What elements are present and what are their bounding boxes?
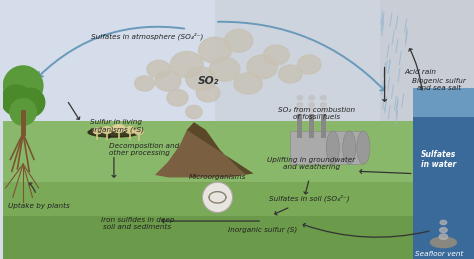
Ellipse shape	[326, 131, 339, 164]
Text: Biogenic sulfur
and sea salt: Biogenic sulfur and sea salt	[412, 78, 465, 91]
Ellipse shape	[297, 96, 303, 100]
Ellipse shape	[186, 67, 216, 91]
Ellipse shape	[440, 228, 447, 233]
Ellipse shape	[88, 128, 140, 137]
Polygon shape	[135, 123, 267, 182]
Bar	[291, 131, 361, 164]
Polygon shape	[187, 123, 267, 182]
Ellipse shape	[225, 30, 253, 52]
Ellipse shape	[102, 127, 112, 133]
Text: Decomposition and
other processing: Decomposition and other processing	[109, 143, 180, 156]
Bar	[3, 182, 413, 259]
Text: SO₂ from combustion
of fossil fuels: SO₂ from combustion of fossil fuels	[278, 107, 355, 120]
Ellipse shape	[147, 60, 171, 78]
Ellipse shape	[125, 127, 136, 133]
Ellipse shape	[309, 103, 314, 107]
Ellipse shape	[309, 96, 314, 100]
Text: Sulfur in living
organisms (*S): Sulfur in living organisms (*S)	[91, 119, 145, 133]
Circle shape	[10, 99, 36, 125]
Text: Microorganisms: Microorganisms	[189, 174, 246, 180]
Bar	[321, 114, 326, 138]
Ellipse shape	[234, 73, 262, 94]
Ellipse shape	[112, 125, 125, 132]
Ellipse shape	[439, 234, 447, 240]
Text: Sulfates
in water: Sulfates in water	[421, 150, 456, 169]
Ellipse shape	[279, 65, 302, 83]
Ellipse shape	[320, 108, 326, 113]
Ellipse shape	[93, 128, 102, 134]
Ellipse shape	[135, 129, 143, 134]
Bar	[298, 114, 302, 138]
Bar	[413, 103, 474, 259]
Ellipse shape	[357, 131, 370, 164]
Bar	[3, 121, 413, 183]
Circle shape	[17, 88, 45, 117]
Ellipse shape	[320, 96, 326, 100]
Bar	[3, 216, 413, 259]
Text: SO₂: SO₂	[198, 76, 219, 86]
Ellipse shape	[264, 45, 289, 65]
Ellipse shape	[247, 55, 277, 79]
Ellipse shape	[196, 84, 220, 102]
Ellipse shape	[297, 108, 303, 113]
Text: Seafloor vent: Seafloor vent	[414, 251, 463, 257]
Ellipse shape	[440, 220, 447, 225]
Bar	[413, 88, 474, 117]
Ellipse shape	[297, 103, 303, 107]
Text: Uptake by plants: Uptake by plants	[8, 203, 70, 209]
Ellipse shape	[309, 108, 314, 113]
Circle shape	[202, 182, 233, 213]
Circle shape	[1, 85, 32, 115]
Text: Iron sulfides in deep
soil and sediments: Iron sulfides in deep soil and sediments	[100, 217, 174, 230]
Ellipse shape	[155, 71, 181, 91]
Ellipse shape	[186, 105, 202, 119]
Polygon shape	[135, 171, 267, 182]
Text: Uplifting in groundwater
and weathering: Uplifting in groundwater and weathering	[267, 157, 356, 170]
Circle shape	[3, 66, 43, 106]
Text: Inorganic sulfur (S): Inorganic sulfur (S)	[228, 227, 297, 233]
Bar	[215, 0, 474, 136]
Ellipse shape	[135, 76, 155, 91]
Ellipse shape	[430, 237, 456, 248]
Ellipse shape	[320, 103, 326, 107]
Ellipse shape	[171, 52, 203, 77]
Ellipse shape	[298, 55, 321, 74]
Text: Sulfates in soil (SO₄²⁻): Sulfates in soil (SO₄²⁻)	[269, 195, 350, 202]
Bar	[380, 0, 474, 164]
Text: Sulfates in atmosphere (SO₄²⁻): Sulfates in atmosphere (SO₄²⁻)	[91, 32, 203, 40]
Bar	[309, 114, 314, 138]
Ellipse shape	[209, 57, 240, 81]
Ellipse shape	[343, 131, 356, 164]
Ellipse shape	[199, 37, 232, 63]
Text: Acid rain: Acid rain	[404, 69, 437, 75]
Ellipse shape	[167, 89, 188, 106]
